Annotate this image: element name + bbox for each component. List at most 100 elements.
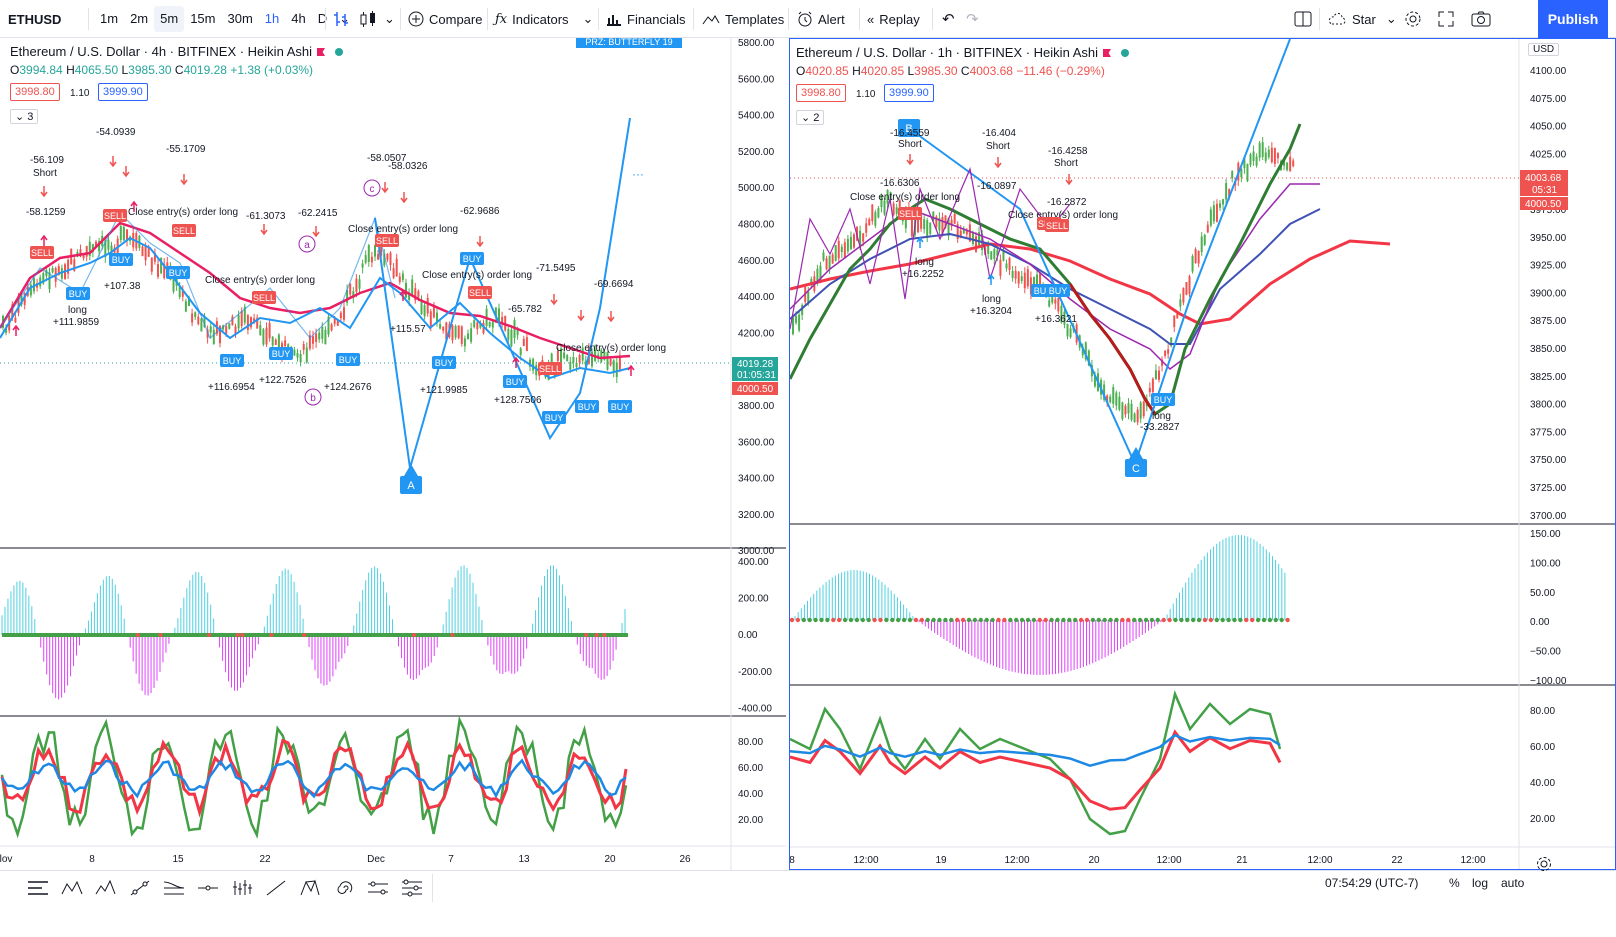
divider [487, 8, 488, 30]
drawing-tool-trend[interactable] [126, 874, 154, 902]
publish-button[interactable]: Publish [1538, 0, 1608, 38]
drawing-tool-pattern[interactable] [58, 874, 86, 902]
pattern-point-b[interactable] [898, 119, 920, 137]
candles-style-button[interactable]: ⌄ [358, 0, 395, 38]
symbol-search[interactable]: ETHUSD [8, 11, 62, 27]
indicators-collapse-button[interactable]: ⌄ 3 [10, 109, 39, 124]
candle-body [865, 223, 868, 233]
sell-price-button[interactable]: 3998.80 [10, 83, 60, 101]
pattern-point-marker [1129, 447, 1143, 459]
auto-scale-toggle[interactable]: auto [1501, 876, 1525, 890]
candle-body [271, 336, 274, 346]
signal-dot [931, 617, 936, 623]
rsi-axis[interactable]: 80.00 60.00 40.00 20.00 [1530, 706, 1555, 825]
axis-tick-label: 4075.00 [1530, 94, 1567, 105]
save-layout-button[interactable]: Star ⌄ [1327, 0, 1397, 38]
candle-body [460, 326, 463, 344]
snapshot-button[interactable] [1471, 0, 1491, 38]
timeframe-4h[interactable]: 4h [291, 11, 306, 26]
oscillator-axis[interactable]: 150.00 100.00 50.00 0.00 −50.00 −100.00 [1530, 529, 1567, 687]
alert-button[interactable]: Alert [797, 0, 845, 38]
timeframe-15m[interactable]: 15m [190, 11, 216, 26]
indicators-collapse-button[interactable]: ⌄ 2 [796, 110, 825, 125]
candle-body [1127, 403, 1130, 414]
percent-scale-toggle[interactable]: % [1449, 876, 1460, 890]
timeframe-30m[interactable]: 30m [227, 11, 253, 26]
drawing-tool-elliott[interactable] [92, 874, 120, 902]
signal-dot [594, 633, 599, 637]
candle-body [327, 316, 330, 335]
signal-dot [269, 633, 274, 637]
timeframe-d[interactable]: D [317, 11, 328, 26]
timeframe-2m[interactable]: 2m [130, 11, 149, 26]
layout-button[interactable] [1294, 0, 1312, 38]
redo-button[interactable]: ↷ [966, 0, 979, 38]
price-axis[interactable]: 5800.00 5600.00 5400.00 5200.00 5000.00 4800.… [732, 38, 778, 557]
chart-settings-button[interactable] [1530, 850, 1558, 878]
rsi-axis[interactable]: 80.00 60.00 40.00 20.00 [738, 737, 763, 826]
elliott-wave-icon [95, 879, 116, 895]
drawing-tool-fib[interactable] [160, 874, 188, 902]
redo-icon: ↷ [966, 11, 979, 28]
buy-price-button[interactable]: 3999.90 [98, 83, 148, 101]
pattern-point-c[interactable] [1125, 459, 1147, 477]
arrow-up-icon [627, 364, 635, 376]
fullscreen-button[interactable] [1438, 0, 1454, 38]
rsi-line [0, 758, 627, 799]
drawing-tool-xabcd[interactable] [296, 874, 324, 902]
buy-price-button[interactable]: 3999.90 [884, 84, 934, 102]
candle-body [405, 282, 407, 298]
drawing-tool-ray[interactable] [262, 874, 290, 902]
signal-badge [66, 287, 90, 300]
wave-marker[interactable] [298, 235, 316, 253]
oscillator-axis[interactable]: 400.00 200.00 0.00 -200.00 -400.00 [738, 557, 772, 714]
drawing-tool-hline[interactable] [194, 874, 222, 902]
price-axis[interactable]: 4100.004075.004050.004025.004000.003975.… [1520, 66, 1568, 522]
drawing-tool-ranges[interactable] [398, 874, 426, 902]
log-scale-toggle[interactable]: log [1472, 876, 1489, 890]
drawing-tool-bars[interactable] [228, 874, 256, 902]
spread-value: 1.10 [856, 89, 876, 100]
timeframe-1h[interactable]: 1h [264, 11, 280, 26]
drawing-tool-lines[interactable] [24, 874, 52, 902]
replay-button[interactable]: « Replay [867, 0, 920, 38]
drawing-tool-spiral[interactable] [330, 874, 358, 902]
templates-button[interactable]: Templates [702, 0, 784, 38]
time-axis[interactable]: lov 8 15 22 Dec 7 13 20 26 [0, 854, 691, 865]
timeframe-5m[interactable]: 5m [154, 6, 185, 32]
flag-icon[interactable] [1102, 49, 1111, 57]
sell-price-button[interactable]: 3998.80 [796, 84, 846, 102]
chart-title[interactable]: Ethereum / U.S. Dollar · 1h · BITFINEX ·… [796, 45, 1129, 60]
candle-body [126, 229, 128, 241]
signal-dot [813, 617, 818, 623]
indicators-button[interactable]: ƒx Indicators ⌄ [495, 0, 593, 38]
financials-button[interactable]: Financials [606, 0, 686, 38]
prz-banner[interactable] [576, 38, 682, 48]
settings-button[interactable] [1404, 0, 1422, 38]
time-axis[interactable]: 8 12:00 19 12:00 20 12:00 21 12:00 22 12:00 [790, 855, 1486, 866]
left-chart-canvas[interactable]: PRZ: BUTTERFLY 19 ··· A a b c -54.0939 -… [0, 38, 786, 870]
candle-body [535, 365, 538, 376]
pattern-point-a[interactable] [400, 476, 422, 494]
wave-marker[interactable] [363, 179, 381, 197]
right-chart-panel[interactable]: C B -16.4559 Short -16.404 Short -16.425… [789, 38, 1616, 870]
undo-button[interactable]: ↶ [942, 0, 955, 38]
drawing-tool-channel[interactable] [364, 874, 392, 902]
bar-style-button[interactable] [333, 0, 349, 38]
candle-body [1130, 403, 1133, 420]
flag-icon[interactable] [316, 48, 325, 56]
timeframe-1m[interactable]: 1m [100, 11, 119, 26]
clock-utc[interactable]: 07:54:29 (UTC-7) [1325, 876, 1419, 890]
candle-body [364, 255, 367, 263]
candle-body [929, 222, 932, 234]
annotation: Short [33, 168, 57, 179]
status-dot-icon [334, 48, 343, 56]
left-chart-panel[interactable]: PRZ: BUTTERFLY 19 ··· A a b c -54.0939 -… [0, 38, 786, 870]
chart-title[interactable]: Ethereum / U.S. Dollar · 4h · BITFINEX ·… [10, 44, 343, 59]
candle-body [1161, 359, 1164, 366]
currency-selector[interactable]: USD [1528, 43, 1560, 56]
candle-body [308, 335, 311, 349]
wave-marker[interactable] [304, 388, 322, 406]
compare-button[interactable]: Compare [408, 0, 482, 38]
right-chart-canvas[interactable]: C B -16.4559 Short -16.404 Short -16.425… [790, 39, 1615, 869]
